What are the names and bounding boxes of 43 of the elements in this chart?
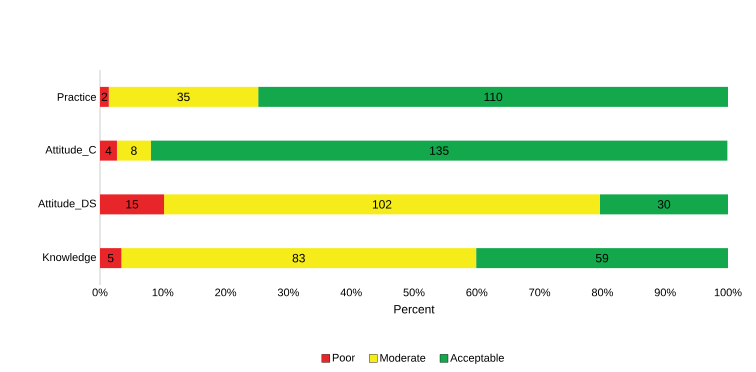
x-tick-label: 70% xyxy=(529,288,550,296)
bar xyxy=(121,248,476,268)
bar xyxy=(100,248,122,268)
x-tick-label: 40% xyxy=(340,288,362,296)
legend-label: Acceptable xyxy=(450,354,504,364)
x-tick-label: 30% xyxy=(278,288,299,296)
x-tick-label: 50% xyxy=(403,288,425,296)
annotation: 4 xyxy=(105,146,112,155)
annotation: 135 xyxy=(430,146,449,155)
x-tick-label: 60% xyxy=(466,288,488,296)
bar xyxy=(100,194,164,214)
x-tick-label: 20% xyxy=(215,288,236,296)
bar xyxy=(150,140,728,161)
legend-label: Moderate xyxy=(380,354,426,362)
legend-label: Poor xyxy=(332,354,355,362)
annotation: 59 xyxy=(596,254,608,262)
annotation: 35 xyxy=(177,92,190,102)
x-axis-title: Percent xyxy=(394,305,435,314)
bar xyxy=(100,140,117,161)
bar xyxy=(258,86,728,107)
bar xyxy=(116,140,151,161)
annotation: 5 xyxy=(108,254,114,262)
x-tick-label: 100% xyxy=(714,288,742,296)
bar xyxy=(476,248,728,268)
x-tick-label: 0% xyxy=(92,288,108,296)
x-tick-label: 90% xyxy=(654,288,676,296)
annotation: 110 xyxy=(484,92,502,102)
annotation: 8 xyxy=(131,146,137,155)
x-tick-label: 10% xyxy=(152,288,174,296)
annotation: 83 xyxy=(292,254,305,262)
y-tick-label: Attitude_C xyxy=(45,146,96,156)
y-tick-label: Practice xyxy=(58,92,96,101)
x-tick-label: 80% xyxy=(592,288,613,296)
bar xyxy=(100,86,109,107)
bar xyxy=(108,86,258,107)
annotation: 15 xyxy=(126,200,138,209)
annotation: 30 xyxy=(658,200,670,209)
annotation: 2 xyxy=(102,92,108,102)
bar xyxy=(164,194,600,214)
annotation: 102 xyxy=(372,200,392,209)
bar xyxy=(600,194,728,214)
y-tick-label: Attitude_DS xyxy=(38,199,96,210)
y-tick-label: Knowledge xyxy=(43,253,96,264)
